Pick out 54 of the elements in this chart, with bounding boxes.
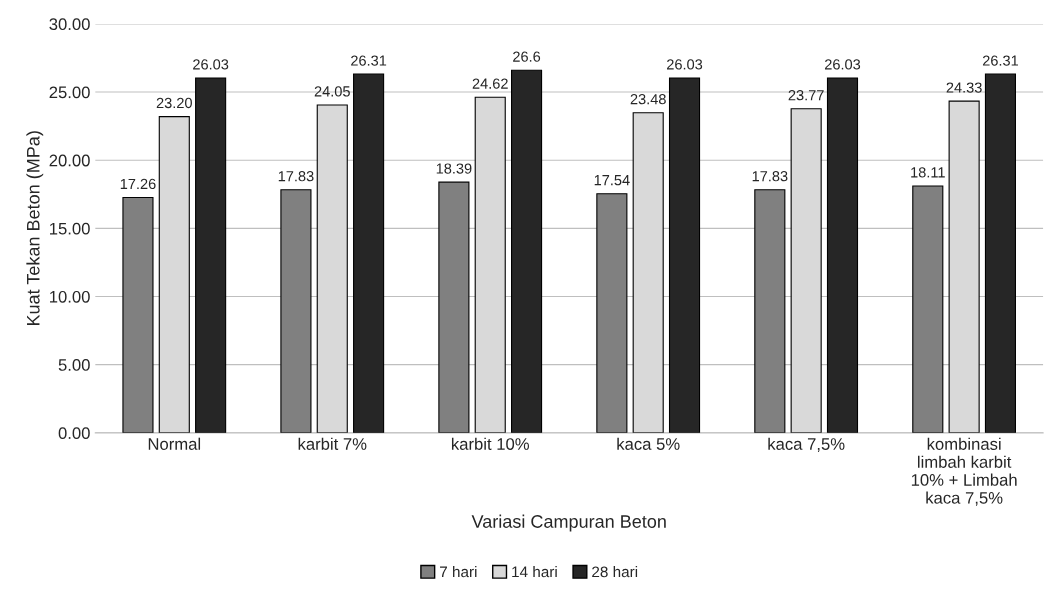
bar [754, 189, 786, 433]
x-tick-label: karbit 10% [451, 437, 530, 450]
data-label: 24.62 [472, 78, 508, 89]
data-label: 23.20 [156, 97, 192, 109]
bar [984, 73, 1017, 433]
bar [948, 100, 980, 433]
bar [790, 108, 822, 433]
data-label: 17.83 [278, 171, 314, 182]
x-tick-label: kaca 7,5% [768, 437, 845, 452]
data-label: 18.39 [436, 163, 472, 174]
data-label: 26.03 [667, 59, 703, 70]
y-tick-label: 5.00 [58, 359, 90, 371]
bar [158, 116, 190, 433]
bar [438, 181, 470, 433]
legend-label: 7 hari [440, 566, 477, 578]
data-label: 26.6 [513, 51, 541, 62]
bar [353, 73, 385, 433]
x-tick-label: kombinasi limbah karbit 10% + Limbah kaca 7,5% [911, 437, 1017, 506]
data-label: 18.11 [911, 167, 945, 178]
legend-label: 14 hari [512, 566, 557, 578]
bar [195, 77, 227, 433]
data-label: 24.33 [946, 82, 982, 93]
y-tick-label: 0.00 [58, 427, 90, 440]
y-tick-label: 25.00 [49, 86, 90, 99]
x-tick-label: Normal [148, 437, 201, 450]
x-tick-label: kaca 5% [617, 437, 680, 450]
bar [596, 193, 628, 433]
y-tick-label: 20.00 [49, 154, 90, 167]
data-label: 17.83 [752, 171, 788, 182]
bar [668, 77, 701, 433]
bar [826, 77, 859, 433]
data-label: 17.26 [120, 178, 156, 190]
bar [280, 189, 312, 433]
data-label: 23.77 [788, 90, 824, 101]
data-label: 26.03 [193, 59, 229, 70]
y-tick-label: 30.00 [49, 18, 90, 31]
y-tick-label: 15.00 [50, 222, 90, 235]
y-axis-title: Kuat Tekan Beton (MPa) [26, 131, 44, 326]
data-label: 17.54 [594, 175, 630, 186]
data-label: 26.31 [351, 55, 387, 66]
data-label: 26.03 [824, 59, 861, 70]
bar [316, 104, 348, 433]
legend-label: 28 hari [592, 566, 638, 578]
bar [474, 96, 506, 433]
bar [912, 185, 944, 433]
y-tick-label: 10.00 [50, 290, 90, 303]
data-label: 26.31 [982, 55, 1018, 66]
bar [632, 112, 664, 433]
bar [510, 69, 543, 433]
bar [122, 196, 154, 433]
data-label: 23.48 [630, 93, 666, 105]
data-label: 24.05 [314, 86, 350, 97]
x-axis-title: Variasi Campuran Beton [471, 514, 666, 532]
x-tick-label: karbit 7% [298, 437, 367, 450]
